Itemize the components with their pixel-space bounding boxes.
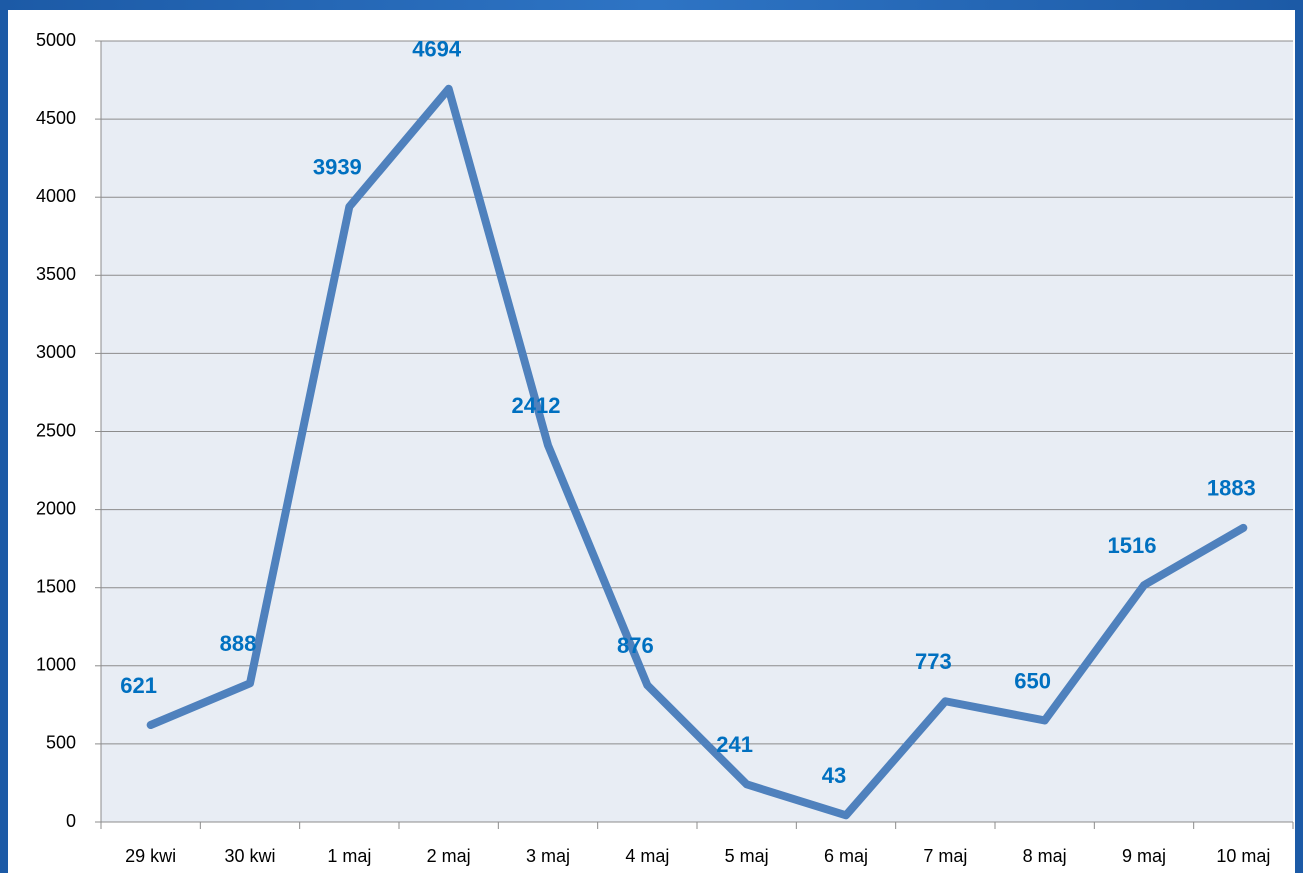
data-label: 621 — [120, 673, 157, 698]
y-tick-label: 5000 — [36, 30, 76, 50]
data-label: 43 — [822, 763, 846, 788]
data-label: 773 — [915, 649, 952, 674]
y-tick-label: 3500 — [36, 264, 76, 284]
data-label: 650 — [1014, 668, 1051, 693]
data-label: 1883 — [1207, 476, 1256, 501]
y-tick-label: 4000 — [36, 186, 76, 206]
data-label: 2412 — [512, 393, 561, 418]
x-tick-label: 3 maj — [526, 846, 570, 866]
y-tick-label: 1000 — [36, 655, 76, 675]
x-tick-label: 2 maj — [427, 846, 471, 866]
x-tick-label: 5 maj — [725, 846, 769, 866]
x-tick-label: 6 maj — [824, 846, 868, 866]
x-tick-label: 8 maj — [1023, 846, 1067, 866]
x-tick-label: 4 maj — [625, 846, 669, 866]
y-tick-label: 0 — [66, 811, 76, 831]
x-tick-label: 10 maj — [1216, 846, 1270, 866]
y-tick-label: 1500 — [36, 576, 76, 596]
y-tick-label: 500 — [46, 733, 76, 753]
y-tick-label: 2000 — [36, 498, 76, 518]
data-label: 888 — [220, 631, 257, 656]
data-label: 4694 — [412, 37, 462, 62]
y-tick-label: 4500 — [36, 108, 76, 128]
x-tick-label: 9 maj — [1122, 846, 1166, 866]
x-tick-label: 1 maj — [327, 846, 371, 866]
x-tick-label: 7 maj — [923, 846, 967, 866]
x-tick-label: 30 kwi — [224, 846, 275, 866]
data-label: 241 — [716, 732, 753, 757]
data-label: 3939 — [313, 155, 362, 180]
y-tick-label: 3000 — [36, 342, 76, 362]
line — [146, 84, 1248, 820]
x-tick-label: 29 kwi — [125, 846, 176, 866]
data-label: 1516 — [1108, 533, 1157, 558]
y-tick-label: 2500 — [36, 420, 76, 440]
data-label: 876 — [617, 633, 654, 658]
